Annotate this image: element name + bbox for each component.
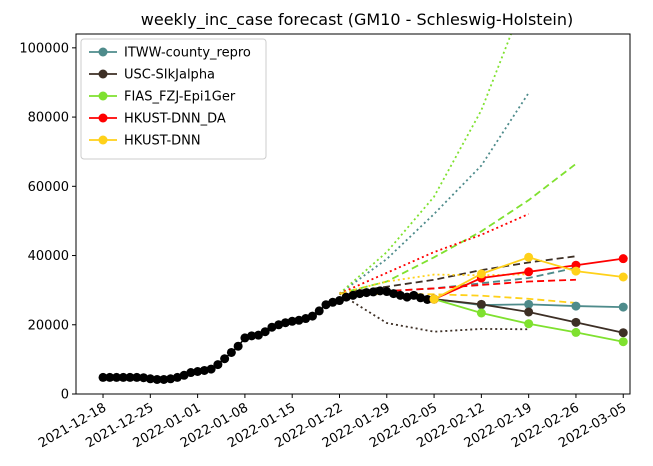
truth-point (132, 372, 142, 382)
series-itww-county-repro-line-point (524, 299, 534, 309)
series-usc-sikjalpha-line-point (476, 299, 486, 309)
y-tick-label: 40000 (28, 249, 69, 264)
series-usc-sikjalpha-line-point (571, 317, 581, 327)
truth-point (220, 354, 230, 364)
truth-point (362, 288, 372, 298)
series-fias-fzj-epi1ger-line-point (618, 337, 628, 347)
truth-point (145, 374, 155, 384)
truth-point (253, 330, 263, 340)
y-tick-label: 60000 (28, 180, 69, 195)
truth-point (105, 372, 115, 382)
truth-line (103, 290, 435, 381)
series-fias-fzj-epi1ger-dotted-line (338, 34, 513, 295)
series-hkust-dnn-line-point (429, 294, 439, 304)
series-fias-fzj-epi1ger-line-point (524, 319, 534, 329)
series-hkust-dnn-line-point (618, 272, 628, 282)
truth-point (334, 296, 344, 306)
series-usc-sikjalpha-line-point (618, 328, 628, 338)
series-hkust-dnn-da-line-point (618, 254, 628, 264)
truth-point (409, 290, 419, 300)
legend-label: HKUST-DNN_DA (124, 112, 226, 127)
legend-label: FIAS_FZJ-Epi1Ger (124, 90, 236, 105)
legend-swatch-marker (98, 91, 108, 101)
legend-box (80, 38, 267, 160)
series-usc-sikjalpha-dotted-line (339, 292, 529, 333)
truth-point (314, 306, 324, 316)
truth-point (267, 322, 277, 332)
series-hkust-dnn-da-line-point (524, 267, 534, 277)
truth-point (193, 367, 203, 376)
truth-point (179, 370, 189, 380)
truth-point (226, 347, 236, 357)
truth-point (382, 287, 392, 297)
truth-point (348, 290, 358, 300)
truth-point (172, 372, 182, 382)
truth-point (355, 289, 365, 299)
y-tick-label: 100000 (19, 41, 69, 56)
truth-point (260, 327, 270, 337)
series-usc-sikjalpha-line-point (524, 307, 534, 317)
series-itww-county-repro-line-point (618, 302, 628, 312)
legend-label: HKUST-DNN (124, 134, 201, 149)
legend-swatch-marker (98, 47, 108, 57)
y-tick-label: 0 (61, 388, 69, 403)
series-itww-county-repro-line-point (571, 301, 581, 311)
series-hkust-dnn-line-point (476, 269, 486, 279)
series-hkust-dnn-dotted-line (339, 273, 529, 295)
truth-point (328, 297, 338, 307)
series-fias-fzj-epi1ger-dashed-line (339, 163, 577, 295)
truth-point (166, 374, 176, 384)
truth-point (389, 289, 399, 299)
legend-swatch-marker (98, 69, 108, 79)
legend-swatch-marker (98, 135, 108, 145)
truth-point (186, 368, 196, 378)
legend-swatch-marker (98, 113, 108, 123)
truth-point (199, 365, 209, 375)
truth-point (152, 374, 162, 384)
series-fias-fzj-epi1ger-line-point (476, 308, 486, 318)
truth-point (341, 292, 351, 302)
truth-point (422, 295, 432, 304)
plot-area (98, 34, 628, 384)
truth-point (240, 333, 250, 343)
truth-point (206, 364, 216, 374)
truth-point (368, 287, 378, 297)
truth-point (247, 331, 257, 341)
truth-point (274, 320, 284, 330)
series-fias-fzj-epi1ger-line-point (571, 327, 581, 337)
y-tick-label: 20000 (28, 318, 69, 333)
chart-title: weekly_inc_case forecast (GM10 - Schlesw… (141, 10, 573, 30)
truth-point (125, 372, 135, 382)
truth-point (287, 316, 297, 326)
plot-frame (75, 33, 631, 395)
truth-point (139, 373, 149, 383)
truth-point (159, 374, 169, 384)
truth-point (301, 314, 311, 324)
truth-point (233, 341, 243, 351)
truth-point (98, 372, 108, 382)
series-hkust-dnn-line-point (524, 252, 534, 262)
truth-point (118, 372, 128, 382)
truth-point (321, 300, 331, 310)
legend-label: USC-SIkJalpha (124, 68, 215, 83)
legend-label: ITWW-county_repro (124, 46, 251, 61)
truth-point (112, 372, 122, 382)
truth-point (280, 318, 290, 328)
truth-point (402, 292, 412, 302)
truth-point (375, 286, 385, 296)
legend: ITWW-county_repro USC-SIkJalpha FIAS_FZJ-E… (80, 38, 267, 160)
truth-point (416, 293, 426, 303)
series-hkust-dnn-line-point (571, 266, 581, 276)
series-hkust-dnn-da-dotted-line (339, 213, 530, 295)
truth-point (395, 290, 405, 300)
truth-point (307, 311, 317, 321)
y-tick-label: 80000 (28, 111, 69, 126)
truth-point (294, 315, 304, 325)
series-itww-county-repro-dotted-line (338, 92, 530, 295)
truth-point (213, 360, 223, 370)
